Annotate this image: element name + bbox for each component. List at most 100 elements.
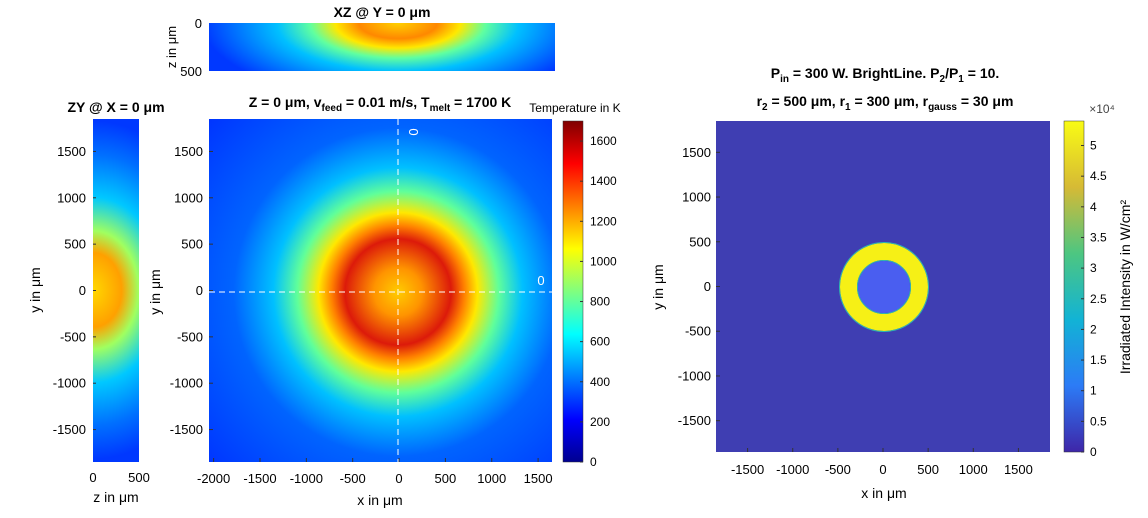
temperature-ytick-label: -1500 — [170, 422, 203, 437]
intensity-colorbar-tick-label: 4.5 — [1090, 169, 1107, 183]
intensity-colorbar-tick-label: 2 — [1090, 322, 1097, 336]
xz-ylabel: z in μm — [164, 26, 179, 68]
intensity-title-line2: r2 = 500 μm, r1 = 300 μm, rgauss = 30 μm — [757, 93, 1014, 113]
temperature-heatmap — [209, 119, 552, 462]
intensity-ytick-label: -1500 — [678, 413, 711, 428]
zy-heatmap — [93, 119, 139, 462]
intensity-xtick-label: -1500 — [731, 462, 764, 477]
intensity-xtick-label: -1000 — [776, 462, 809, 477]
xz-ytick: 0 — [195, 16, 202, 31]
temperature-xtick-label: -2000 — [197, 471, 230, 486]
temperature-title: Z = 0 μm, vfeed = 0.01 m/s, Tmelt = 1700… — [249, 94, 512, 114]
intensity-title-part: = 30 μm — [957, 93, 1013, 109]
intensity-title-part: r — [757, 93, 763, 109]
intensity-xtick-label: 1000 — [959, 462, 988, 477]
temperature-ylabel: y in μm — [147, 269, 163, 314]
temperature-title-sub: feed — [321, 103, 342, 114]
zy-subplot: ZY @ X = 0 μm 1500 1000 500 0 -500 -1000 -1500… — [27, 99, 165, 505]
intensity-inner-disc — [858, 261, 910, 313]
zy-ytick-label: -1000 — [53, 376, 86, 391]
zy-xtick: 500 — [128, 470, 150, 485]
temperature-colorbar-tick-label: 400 — [590, 375, 610, 389]
intensity-title-sub: 1 — [958, 74, 964, 85]
intensity-colorbar-tick-label: 5 — [1090, 139, 1097, 153]
intensity-ytick-label: 1000 — [682, 190, 711, 205]
temperature-ytick-label: -1000 — [170, 376, 203, 391]
temperature-colorbar-tick-label: 600 — [590, 335, 610, 349]
temperature-xtick-label: 1500 — [524, 471, 553, 486]
intensity-colorbar-exponent: ×10⁴ — [1089, 102, 1115, 116]
zy-ytick-label: 0 — [79, 283, 86, 298]
vertical-line-label: 0 — [406, 128, 421, 135]
zy-ylabel: y in μm — [27, 267, 43, 312]
intensity-ytick-label: -500 — [685, 324, 711, 339]
intensity-title-sub: 1 — [845, 102, 851, 113]
temperature-subplot: 0 0 Z = 0 μm, vfeed = 0.01 m/s, Tmelt = … — [147, 94, 621, 508]
intensity-ring — [840, 243, 928, 331]
temperature-colorbar-tick-label: 1600 — [590, 134, 617, 148]
intensity-title-line1: Pin = 300 W. BrightLine. P2/P1 = 10. — [771, 65, 1000, 85]
temperature-title-part: Z = 0 μm, v — [249, 94, 322, 110]
intensity-ylabel: y in μm — [650, 264, 666, 309]
temperature-colorbar-tick-label: 200 — [590, 415, 610, 429]
intensity-ytick-label: 1500 — [682, 145, 711, 160]
temperature-ytick-label: -500 — [177, 329, 203, 344]
xz-heatmap — [209, 23, 555, 71]
temperature-ytick-label: 1000 — [174, 190, 203, 205]
temperature-title-part: = 1700 K — [450, 94, 511, 110]
intensity-title-part: = 10. — [964, 65, 999, 81]
zy-title: ZY @ X = 0 μm — [67, 99, 164, 115]
temperature-colorbar-tick-label: 1200 — [590, 214, 617, 228]
intensity-title-part: /P — [945, 65, 958, 81]
intensity-ytick-label: 0 — [704, 279, 711, 294]
intensity-title-part: P — [771, 65, 780, 81]
zy-ytick-label: 1500 — [57, 144, 86, 159]
temperature-xtick-label: -1000 — [290, 471, 323, 486]
intensity-xtick-label: 1500 — [1004, 462, 1033, 477]
zy-xlabel: z in μm — [93, 489, 138, 505]
temperature-title-sub: melt — [430, 103, 451, 114]
temperature-ytick-label: 500 — [181, 237, 203, 252]
zy-ytick-label: -500 — [60, 329, 86, 344]
temperature-xtick-label: -1500 — [243, 471, 276, 486]
horizontal-line-label: 0 — [537, 273, 544, 288]
intensity-colorbar-tick-label: 3 — [1090, 261, 1097, 275]
temperature-colorbar-tick-label: 0 — [590, 455, 597, 469]
intensity-colorbar-label: Irradiated Intensity in W/cm² — [1117, 200, 1133, 375]
temperature-xtick-label: 0 — [395, 471, 402, 486]
zy-xtick: 0 — [89, 470, 96, 485]
temperature-colorbar-tick-label: 1000 — [590, 254, 617, 268]
intensity-ring-edge — [839, 242, 929, 332]
zy-ytick-label: 500 — [64, 237, 86, 252]
intensity-colorbar-tick-label: 2.5 — [1090, 292, 1107, 306]
intensity-xtick-label: 500 — [917, 462, 939, 477]
intensity-xtick-label: 0 — [879, 462, 886, 477]
intensity-ytick-label: 500 — [689, 234, 711, 249]
xz-ytick: 500 — [180, 64, 202, 79]
temperature-title-part: = 0.01 m/s, T — [342, 94, 430, 110]
temperature-ytick-label: 1500 — [174, 144, 203, 159]
intensity-title-sub: in — [780, 74, 789, 85]
zy-ytick-label: -1500 — [53, 422, 86, 437]
xz-title: XZ @ Y = 0 μm — [334, 4, 431, 20]
intensity-colorbar-tick-label: 4 — [1090, 200, 1097, 214]
temperature-colorbar-label: Temperature in K — [529, 101, 620, 115]
intensity-colorbar-tick-label: 3.5 — [1090, 230, 1107, 244]
intensity-ring-inner-edge — [857, 260, 911, 314]
intensity-title-part: = 300 W. BrightLine. P — [789, 65, 940, 81]
zy-ytick-label: 1000 — [57, 190, 86, 205]
intensity-colorbar — [1063, 120, 1085, 453]
temperature-xtick-label: 1000 — [477, 471, 506, 486]
intensity-title-part: = 500 μm, r — [768, 93, 846, 109]
temperature-colorbar — [562, 120, 584, 463]
intensity-title-sub: gauss — [928, 102, 957, 113]
temperature-xtick-label: -500 — [340, 471, 366, 486]
intensity-colorbar-tick-label: 1 — [1090, 384, 1097, 398]
intensity-title-sub: 2 — [940, 74, 946, 85]
temperature-xlabel: x in μm — [357, 492, 402, 508]
intensity-xtick-label: -500 — [825, 462, 851, 477]
temperature-ytick-label: 0 — [196, 283, 203, 298]
intensity-ytick-label: -1000 — [678, 368, 711, 383]
xz-subplot: XZ @ Y = 0 μm 0 500 z in μm — [164, 4, 555, 79]
